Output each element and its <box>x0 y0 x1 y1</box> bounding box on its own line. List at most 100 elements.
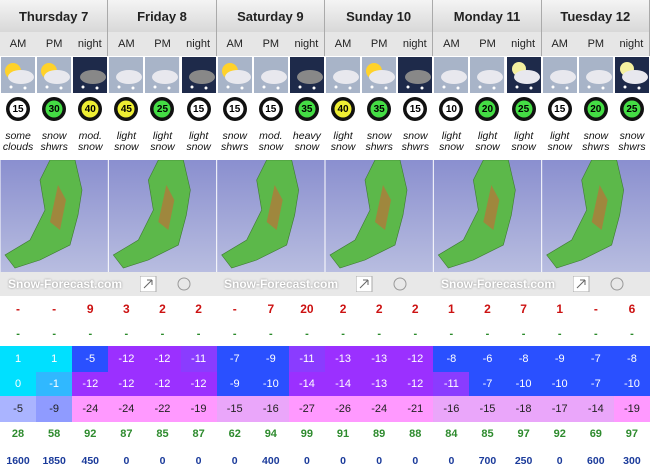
period-label: PM <box>577 32 614 56</box>
wind-icon <box>258 97 283 121</box>
map-controls <box>356 276 407 292</box>
snow: 6 <box>628 302 636 316</box>
period-label: PM <box>144 32 181 56</box>
wind-speed: 40 <box>84 103 96 115</box>
humidity: 97 <box>517 428 530 440</box>
wind-icon <box>186 97 211 121</box>
wind-icon <box>475 97 500 121</box>
period-label: AM <box>433 32 470 56</box>
weather-icon <box>109 57 144 93</box>
temp-max: -13 <box>361 346 398 372</box>
temp-min: -9 <box>216 372 253 396</box>
weather-text: light snow <box>547 130 572 153</box>
weather-text: light snow <box>150 130 175 153</box>
weather-text: snow shwrs <box>401 130 429 153</box>
wind-icon <box>114 97 139 121</box>
snow: 3 <box>123 302 130 316</box>
weather-icon <box>73 57 108 93</box>
day-name: Monday 11 <box>433 0 542 32</box>
freezing-level: 1850 <box>42 455 66 467</box>
temp-chill: -27 <box>288 396 325 422</box>
rain: - <box>16 328 20 340</box>
credit-strip <box>0 272 650 296</box>
humidity: 92 <box>553 428 566 440</box>
period-label: night <box>72 32 109 56</box>
weather-icon <box>181 57 216 93</box>
humidity: 92 <box>84 428 97 440</box>
day-name: Friday 8 <box>108 0 217 32</box>
snow: 1 <box>448 302 455 316</box>
rain: - <box>160 328 165 340</box>
temp-chill: -22 <box>144 396 181 422</box>
temp-chill: -16 <box>252 396 289 422</box>
wind-speed: 45 <box>120 103 132 115</box>
humidity: 87 <box>120 428 133 440</box>
wind-icon <box>547 97 572 121</box>
snow: 2 <box>339 302 347 316</box>
period-label: AM <box>0 32 37 56</box>
rain: - <box>124 328 129 340</box>
rain: - <box>305 328 309 340</box>
snow: 2 <box>195 302 202 316</box>
period-label: night <box>397 32 434 56</box>
temp-max: -7 <box>216 346 253 372</box>
map <box>0 160 650 272</box>
weather-text: light snow <box>511 130 536 153</box>
temp-max: -7 <box>577 346 614 372</box>
wind-icon <box>42 97 67 121</box>
rain: - <box>413 328 418 340</box>
freezing-level: 0 <box>376 455 383 467</box>
weather-text: snow shwrs <box>40 130 68 153</box>
wind-icon <box>511 97 536 121</box>
wind-icon <box>222 97 247 121</box>
temp-min: -12 <box>397 372 434 396</box>
temp-chill: -18 <box>505 396 542 422</box>
rain: - <box>232 328 237 340</box>
weather-text: mod. snow <box>258 130 284 153</box>
temp-min: -10 <box>252 372 289 396</box>
wind-speed: 35 <box>301 103 313 115</box>
wind-speed: 20 <box>590 103 602 115</box>
snow: 2 <box>159 302 166 316</box>
temp-min: -11 <box>433 372 470 396</box>
temp-min: 0 <box>0 372 37 396</box>
rain: - <box>557 328 562 340</box>
humidity: 58 <box>48 428 61 440</box>
snow: 9 <box>86 302 94 316</box>
weather-icon <box>1 57 36 93</box>
wind-speed: 10 <box>445 103 457 115</box>
period-label: night <box>505 32 542 56</box>
rain: - <box>449 328 454 340</box>
weather-text: heavy snow <box>292 130 321 153</box>
temp-chill: -26 <box>325 396 362 422</box>
wind-icon <box>583 97 608 121</box>
temp-max: -6 <box>469 346 506 372</box>
wind-speed: 15 <box>12 103 24 115</box>
temp-min: -12 <box>180 372 217 396</box>
humidity: 84 <box>445 428 458 440</box>
temp-min: -1 <box>36 372 73 396</box>
weather-icon <box>362 57 397 93</box>
freezing-level: 0 <box>304 455 310 467</box>
temp-chill: -16 <box>433 396 470 422</box>
wind-speed: 35 <box>373 103 385 115</box>
wind-speed: 40 <box>337 103 349 115</box>
snow: 2 <box>411 302 419 316</box>
freezing-level: 0 <box>448 455 455 467</box>
temp-chill: -19 <box>613 396 650 422</box>
weather-text: light snow <box>330 130 356 153</box>
snow: - <box>52 302 57 316</box>
weather-text: some clouds <box>2 130 34 153</box>
temp-chill: -24 <box>108 396 145 422</box>
wind-icon <box>294 97 319 121</box>
wind-speed: 30 <box>48 103 60 115</box>
weather-icon <box>614 57 649 93</box>
rain: - <box>630 328 634 340</box>
temp-chill: -21 <box>397 396 434 422</box>
weather-text: snow shwrs <box>221 130 249 153</box>
temp-max: -12 <box>108 346 145 372</box>
rain: - <box>52 328 56 340</box>
rain: - <box>485 328 490 340</box>
map-controls <box>140 276 191 292</box>
